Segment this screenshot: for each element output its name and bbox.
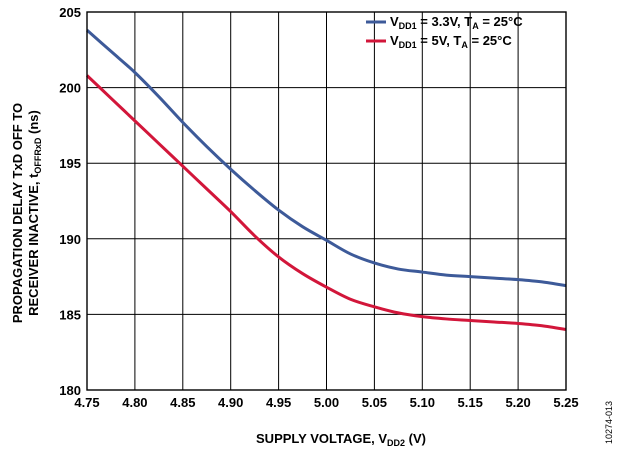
series-line-1 <box>85 74 567 332</box>
x-tick-label: 4.75 <box>74 395 99 410</box>
x-tick-label: 4.90 <box>218 395 243 410</box>
grid-lines <box>87 12 566 390</box>
legend-label-vdd1-3v3: VDD1 = 3.3V, TA = 25°C <box>390 14 523 31</box>
y-tick-labels: 180 185 190 195 200 205 <box>59 5 81 398</box>
y-tick-label: 180 <box>59 383 81 398</box>
legend-label-vdd1-5v: VDD1 = 5V, TA = 25°C <box>390 33 512 50</box>
x-tick-label: 4.80 <box>122 395 147 410</box>
y-tick-label: 185 <box>59 307 81 322</box>
x-tick-label: 5.10 <box>410 395 435 410</box>
x-tick-label: 5.20 <box>505 395 530 410</box>
x-tick-label: 5.00 <box>314 395 339 410</box>
y-tick-label: 200 <box>59 81 81 96</box>
y-axis-title-line-2: RECEIVER INACTIVE, tOFFRxD (ns) <box>26 110 43 316</box>
y-tick-label: 195 <box>59 156 81 171</box>
x-tick-label: 5.05 <box>362 395 387 410</box>
x-tick-labels: 4.75 4.80 4.85 4.90 4.95 5.00 5.05 5.10 5.15 5.20… <box>74 395 578 410</box>
x-tick-label: 4.95 <box>266 395 291 410</box>
x-tick-label: 5.25 <box>553 395 578 410</box>
y-axis-title-line-1: PROPAGATION DELAY TxD OFF TO <box>10 103 25 323</box>
x-tick-label: 5.15 <box>458 395 483 410</box>
y-tick-label: 205 <box>59 5 81 20</box>
legend: VDD1 = 3.3V, TA = 25°C VDD1 = 5V, TA = 2… <box>366 14 523 50</box>
y-tick-label: 190 <box>59 232 81 247</box>
plot-frame <box>86 11 567 391</box>
x-tick-label: 4.85 <box>170 395 195 410</box>
series-line-0 <box>86 29 567 288</box>
x-axis-title: SUPPLY VOLTAGE, VDD2 (V) <box>256 431 426 448</box>
y-axis-title: PROPAGATION DELAY TxD OFF TO RECEIVER IN… <box>10 103 43 323</box>
figure-id: 10274-013 <box>604 401 614 444</box>
data-series <box>85 29 567 332</box>
